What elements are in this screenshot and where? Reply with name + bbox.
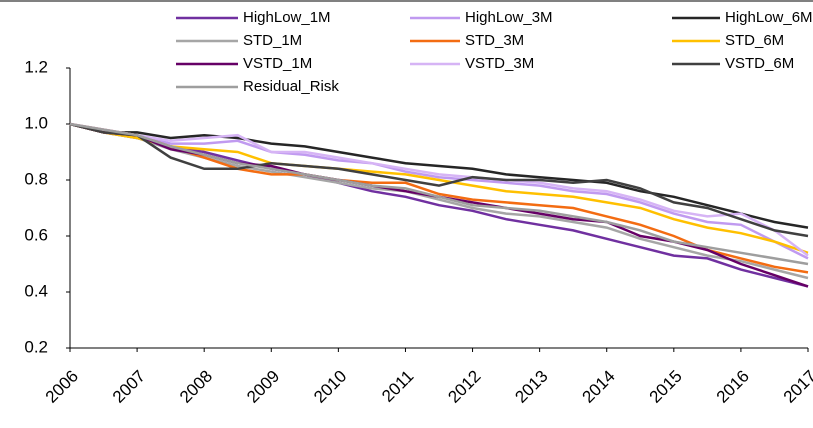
x-tick-label: 2009 [243, 367, 283, 407]
series-line [69, 122, 809, 288]
series-line [69, 122, 809, 229]
x-tick-label: 2013 [511, 367, 551, 407]
series-line [69, 122, 809, 254]
legend-label: HighLow_1M [243, 9, 331, 26]
y-tick-label: 0.8 [24, 169, 48, 188]
x-tick-label: 2010 [310, 367, 350, 407]
legend-label: VSTD_1M [243, 55, 312, 72]
y-tick-label: 0.6 [24, 225, 48, 244]
legend-label: STD_3M [465, 32, 524, 49]
legend-label: Residual_Risk [243, 78, 339, 95]
legend-label: STD_1M [243, 32, 302, 49]
x-tick-label: 2012 [444, 367, 484, 407]
series-line [69, 122, 809, 238]
x-tick-label: 2007 [109, 367, 149, 407]
y-tick-label: 1.0 [24, 113, 48, 132]
legend-label: HighLow_3M [465, 9, 553, 26]
x-tick-label: 2011 [378, 367, 417, 406]
x-tick-label: 2017 [780, 367, 813, 407]
x-tick-label: 2014 [579, 367, 619, 407]
x-tick-label: 2016 [713, 367, 753, 407]
series-line [69, 122, 809, 257]
series-line [69, 122, 809, 266]
x-tick-label: 2006 [42, 367, 82, 407]
y-tick-label: 0.4 [24, 281, 48, 300]
series-line [69, 122, 809, 260]
legend-label: STD_6M [725, 32, 784, 49]
y-tick-label: 1.2 [24, 57, 48, 76]
y-tick-label: 0.2 [24, 337, 48, 356]
legend-label: HighLow_6M [725, 9, 813, 26]
x-tick-label: 2008 [176, 367, 216, 407]
legend-label: VSTD_6M [725, 55, 794, 72]
x-tick-label: 2015 [646, 367, 686, 407]
legend-label: VSTD_3M [465, 55, 534, 72]
